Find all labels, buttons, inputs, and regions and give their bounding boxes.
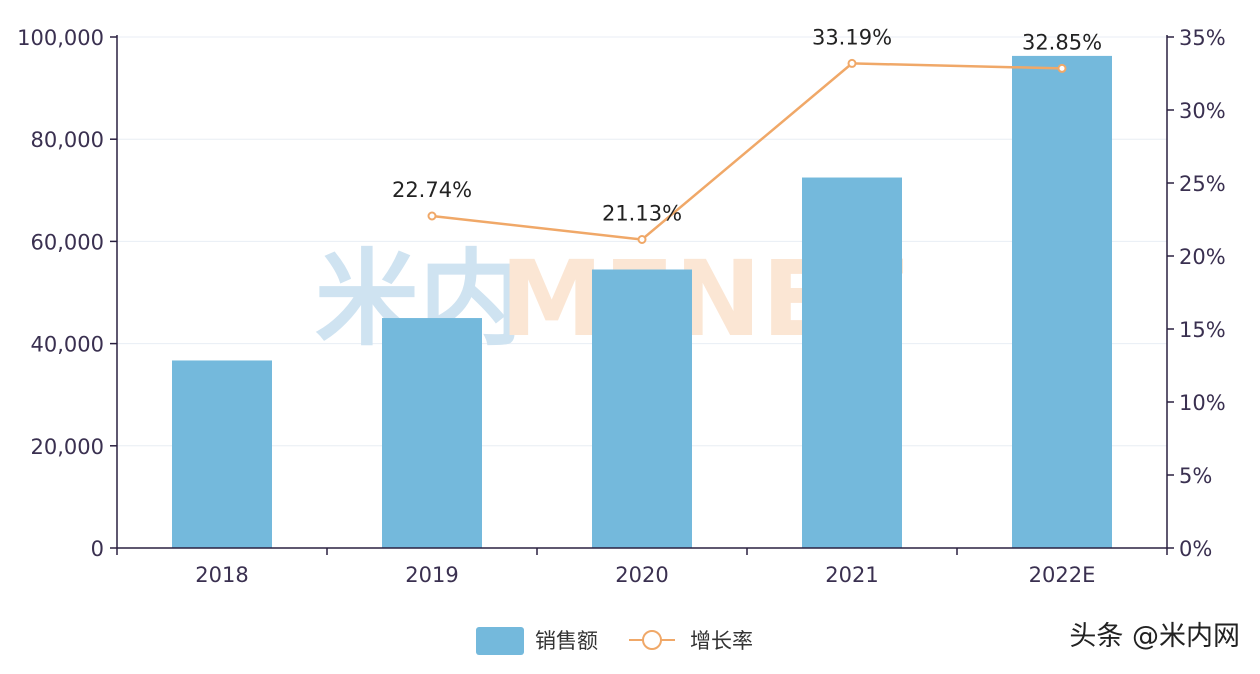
sales-bar — [172, 360, 272, 548]
right-tick-label: 15% — [1179, 318, 1226, 342]
right-tick-label: 5% — [1179, 464, 1212, 488]
legend-swatch-growth-marker[interactable] — [642, 630, 662, 650]
sales-bars — [172, 55, 1112, 548]
x-axis-ticks: 2018 2019 2020 2021 2022E — [116, 548, 1168, 587]
growth-rate-labels: 22.74% 21.13% 33.19% 32.85% — [392, 25, 1102, 225]
x-tick-label: 2021 — [825, 563, 878, 587]
legend[interactable]: 销售额 增长率 — [476, 627, 753, 655]
x-tick-label: 2022E — [1029, 563, 1096, 587]
right-tick-label: 30% — [1179, 99, 1226, 123]
right-tick-label: 20% — [1179, 245, 1226, 269]
left-tick-label: 60,000 — [31, 230, 104, 254]
x-tick-label: 2019 — [405, 563, 458, 587]
legend-label-growth[interactable]: 增长率 — [690, 629, 753, 653]
left-tick-label: 80,000 — [31, 128, 104, 152]
growth-rate-point — [1057, 63, 1067, 73]
x-tick-label: 2018 — [195, 563, 248, 587]
growth-rate-polyline — [431, 62, 1063, 241]
right-tick-label: 0% — [1179, 537, 1212, 561]
left-tick-label: 20,000 — [31, 435, 104, 459]
legend-label-sales[interactable]: 销售额 — [535, 629, 598, 653]
sales-bar — [802, 177, 902, 548]
footer-credit: 头条 @米内网 — [1069, 621, 1240, 652]
x-tick-label: 2020 — [615, 563, 668, 587]
sales-bar — [1012, 55, 1112, 548]
growth-rate-line — [427, 58, 1067, 245]
growth-rate-point — [847, 58, 857, 68]
sales-bar — [382, 318, 482, 548]
growth-rate-data-label: 32.85% — [1022, 30, 1102, 54]
legend-swatch-sales[interactable] — [476, 627, 524, 655]
right-tick-label: 10% — [1179, 391, 1226, 415]
right-tick-label: 25% — [1179, 172, 1226, 196]
growth-rate-data-label: 21.13% — [602, 202, 682, 226]
growth-rate-data-label: 22.74% — [392, 178, 472, 202]
axes — [116, 35, 1168, 549]
right-tick-label: 35% — [1179, 26, 1226, 50]
growth-rate-point — [427, 211, 437, 221]
sales-bar — [592, 269, 692, 548]
growth-rate-point — [637, 235, 647, 245]
left-tick-label: 0 — [91, 537, 104, 561]
left-tick-label: 100,000 — [17, 26, 104, 50]
left-tick-label: 40,000 — [31, 333, 104, 357]
growth-rate-data-label: 33.19% — [812, 25, 892, 49]
left-axis-ticks: 0 20,000 40,000 60,000 80,000 100,000 — [17, 26, 117, 561]
right-axis-ticks: 0% 5% 10% 15% 20% 25% 30% 35% — [1167, 26, 1226, 561]
